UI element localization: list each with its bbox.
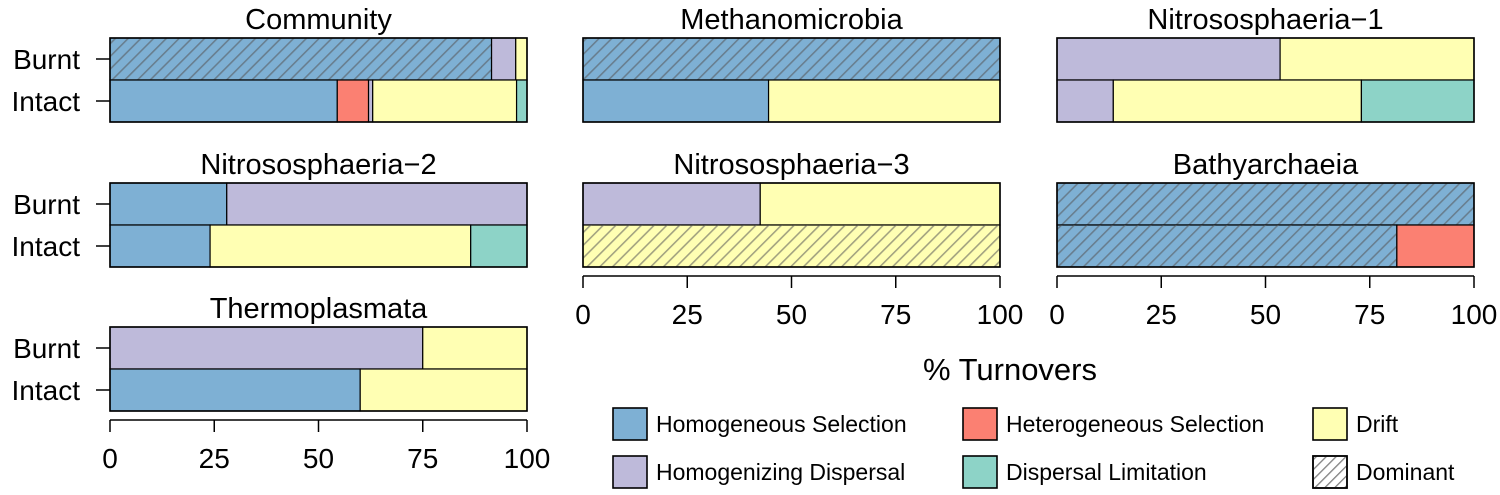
legend-swatch xyxy=(962,407,998,441)
panel-title: Methanomicrobia xyxy=(680,4,903,36)
panel-community: Community Burnt Intact xyxy=(12,4,528,123)
panel-thermoplasmata: Thermoplasmata Burnt Intact xyxy=(12,293,528,412)
legend-hatch-swatch xyxy=(1312,455,1348,489)
bar-segment-burnt-drift xyxy=(515,37,528,81)
x-tick-label: 75 xyxy=(880,299,911,330)
panel-methanomicrobia: Methanomicrobia xyxy=(582,4,1001,123)
legend-item-dominant: Dominant xyxy=(1312,455,1455,489)
panel-bathyarchaeia: Bathyarchaeia xyxy=(1056,149,1475,268)
x-tick-label: 50 xyxy=(1250,299,1281,330)
bar-segment-burnt-homogenizing-dispersal xyxy=(226,182,528,226)
bar-segment-intact-homogenizing-dispersal xyxy=(1056,79,1114,123)
panel-title: Nitrososphaeria−1 xyxy=(1147,4,1383,36)
legend-swatch xyxy=(962,455,998,489)
x-axis-column-1: 0 25 50 75 100 xyxy=(102,419,551,474)
dominant-hatch-overlay xyxy=(583,38,1000,80)
bar-segment-intact-dispersal-limitation xyxy=(515,79,528,123)
bar-segment-intact-drift xyxy=(767,79,1001,123)
legend-item-drift: Drift xyxy=(1312,407,1399,441)
panel-title: Nitrososphaeria−2 xyxy=(200,149,436,181)
panel-frame xyxy=(582,37,1001,123)
legend-item-homogeneous-selection: Homogeneous Selection xyxy=(612,407,907,441)
panel-title: Community xyxy=(245,4,392,36)
legend-swatch xyxy=(612,407,648,441)
legend-label: Drift xyxy=(1356,411,1399,437)
x-tick-label: 75 xyxy=(1354,299,1385,330)
bar-segment-intact-drift xyxy=(359,368,528,412)
x-tick-label: 50 xyxy=(303,443,334,474)
bar-segment-burnt-homogeneous-selection xyxy=(109,182,228,226)
x-tick-label: 50 xyxy=(776,299,807,330)
bar-segment-burnt-drift xyxy=(422,326,528,370)
panel-nitrososphaeria-1: Nitrososphaeria−1 xyxy=(1056,4,1475,123)
bar-segment-intact-drift xyxy=(1112,79,1363,123)
bar-segment-burnt-homogenizing-dispersal xyxy=(109,326,424,370)
legend-item-dispersal-limitation: Dispersal Limitation xyxy=(962,455,1207,489)
panel-title: Thermoplasmata xyxy=(210,293,428,325)
x-tick-label: 25 xyxy=(1146,299,1177,330)
bar-segment-burnt-drift xyxy=(1279,37,1475,81)
dominant-hatch-overlay xyxy=(583,225,1000,267)
bar-segment-intact-homogenizing-dispersal xyxy=(367,79,374,123)
legend-item-homogenizing-dispersal: Homogenizing Dispersal xyxy=(612,455,905,489)
bar-segment-intact-drift xyxy=(209,224,472,268)
x-tick-label: 25 xyxy=(199,443,230,474)
x-tick-label: 25 xyxy=(672,299,703,330)
row-label-intact: Intact xyxy=(12,86,81,117)
x-axis-column-3: 0 25 50 75 100 xyxy=(1049,275,1498,330)
dominant-hatch-overlay xyxy=(110,38,492,80)
legend-label: Homogeneous Selection xyxy=(656,411,907,437)
x-tick-label: 100 xyxy=(1451,299,1498,330)
panel-nitrososphaeria-3: Nitrososphaeria−3 xyxy=(582,149,1001,268)
x-tick-label: 100 xyxy=(977,299,1024,330)
bar-segment-intact-homogeneous-selection xyxy=(109,368,361,412)
bar-segment-burnt-homogenizing-dispersal xyxy=(1056,37,1281,81)
x-tick-label: 0 xyxy=(1049,299,1065,330)
row-label-burnt: Burnt xyxy=(13,189,80,220)
bar-segment-intact-drift xyxy=(372,79,518,123)
dominant-hatch-overlay xyxy=(1057,225,1397,267)
bar-segment-intact-heterogeneous-selection xyxy=(1396,224,1475,268)
legend-item-heterogeneous-selection: Heterogeneous Selection xyxy=(962,407,1264,441)
dominant-hatch-overlay xyxy=(1057,183,1474,225)
panel-frame xyxy=(109,326,528,412)
legend: Homogeneous Selection Heterogeneous Selec… xyxy=(612,407,1455,489)
panel-frame xyxy=(109,182,528,268)
bar-segment-burnt-homogenizing-dispersal xyxy=(582,182,761,226)
panel-frame xyxy=(1056,182,1475,268)
x-tick-label: 75 xyxy=(407,443,438,474)
panel-nitrososphaeria-2: Nitrososphaeria−2 Burnt Intact xyxy=(12,149,528,268)
legend-label: Dominant xyxy=(1356,459,1455,485)
panel-title: Nitrososphaeria−3 xyxy=(673,149,909,181)
panel-frame xyxy=(1056,37,1475,123)
legend-label: Heterogeneous Selection xyxy=(1006,411,1264,437)
legend-swatch xyxy=(612,455,648,489)
legend-label: Homogenizing Dispersal xyxy=(656,459,905,485)
row-label-burnt: Burnt xyxy=(13,44,80,75)
x-tick-label: 0 xyxy=(575,299,591,330)
panel-title: Bathyarchaeia xyxy=(1173,149,1359,181)
bar-segment-intact-homogeneous-selection xyxy=(582,79,770,123)
x-axis-title: % Turnovers xyxy=(923,352,1097,387)
bar-segment-intact-homogeneous-selection xyxy=(109,224,211,268)
bar-segment-burnt-homogenizing-dispersal xyxy=(490,37,517,81)
x-tick-label: 100 xyxy=(504,443,551,474)
x-axis-column-2: 0 25 50 75 100 xyxy=(575,275,1024,330)
bar-segment-intact-dispersal-limitation xyxy=(470,224,528,268)
row-label-intact: Intact xyxy=(12,231,81,262)
legend-label: Dispersal Limitation xyxy=(1006,459,1207,485)
bar-segment-intact-homogeneous-selection xyxy=(109,79,338,123)
bar-segment-burnt-drift xyxy=(759,182,1001,226)
x-tick-label: 0 xyxy=(102,443,118,474)
x-axes: 0 25 50 75 100 0 25 50 75 100 0 25 50 75 100 xyxy=(102,275,1498,474)
bar-segment-intact-heterogeneous-selection xyxy=(336,79,370,123)
row-label-burnt: Burnt xyxy=(13,333,80,364)
panel-frame xyxy=(109,37,528,123)
panels: Community Burnt Intact Methanomicrobia Nitro… xyxy=(12,4,1475,412)
bar-segment-intact-dispersal-limitation xyxy=(1360,79,1475,123)
panel-frame xyxy=(582,182,1001,268)
legend-swatch xyxy=(1312,407,1348,441)
row-label-intact: Intact xyxy=(12,375,81,406)
